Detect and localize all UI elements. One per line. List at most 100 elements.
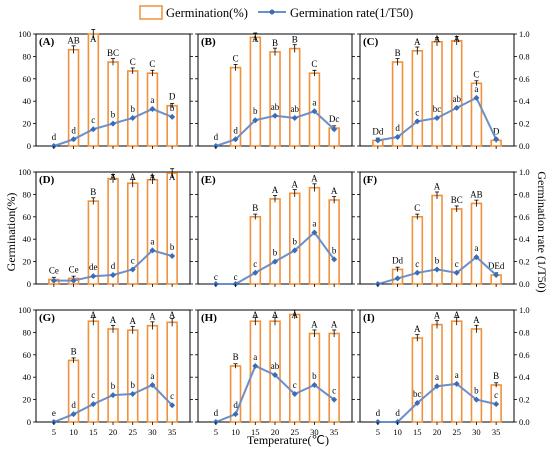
x-tick-label: 5 xyxy=(376,427,380,437)
x-tick-label: 30 xyxy=(148,427,157,437)
legend-line-marker xyxy=(269,9,275,15)
bar-significance-letter: B xyxy=(71,346,77,356)
y-left-tick-label: 40 xyxy=(23,234,32,244)
rate-point xyxy=(272,258,278,265)
rate-point xyxy=(149,106,156,113)
rate-significance-letter: b xyxy=(111,110,116,120)
rate-point xyxy=(50,277,57,284)
y-right-tick-label: 1.0 xyxy=(519,305,530,315)
bar-significance-letter: c xyxy=(214,272,218,282)
rate-significance-letter: d xyxy=(395,123,400,133)
y-left-tick-label: 80 xyxy=(23,189,32,199)
rate-significance-letter: ab xyxy=(290,104,299,114)
germination-bar xyxy=(249,320,262,423)
rate-point xyxy=(169,113,176,120)
rate-point xyxy=(149,247,156,254)
rate-significance-letter: d xyxy=(52,132,57,142)
rate-point xyxy=(453,380,460,387)
rate-point xyxy=(434,383,440,390)
rate-point xyxy=(453,104,460,111)
bar-significance-letter: c xyxy=(234,272,238,282)
y-right-tick-label: 0.4 xyxy=(519,96,530,106)
bar-significance-letter: Ce xyxy=(49,266,59,276)
x-tick-label: 5 xyxy=(214,427,218,437)
rate-point xyxy=(252,117,259,124)
x-tick-label: 25 xyxy=(128,427,137,437)
bar-significance-letter: B xyxy=(90,187,96,197)
bar-significance-letter: C xyxy=(473,69,479,79)
bar-significance-letter: A xyxy=(149,172,156,182)
rate-significance-letter: b xyxy=(474,386,479,396)
panel-g: (G) B A A A A Ae d c b b a c 0 20 40 60 80 100 5 10 15 20 25 30 3… xyxy=(18,305,193,437)
bar-significance-letter: A xyxy=(90,310,97,320)
rate-significance-letter: a xyxy=(150,236,154,246)
rate-point xyxy=(331,126,338,133)
rate-significance-letter: b xyxy=(273,248,278,258)
rate-significance-letter: c xyxy=(131,255,135,265)
panel-h: (H) B A A A A Ad d a ab c b c 5 10 15 20 25 30 35 xyxy=(195,309,355,437)
bar-significance-letter: Dc xyxy=(329,114,340,124)
rate-point xyxy=(169,253,176,259)
y-right-tick-label: 0.6 xyxy=(519,212,530,222)
rate-point xyxy=(110,272,116,279)
rate-significance-letter: a xyxy=(455,370,459,380)
panel-label: (B) xyxy=(201,36,216,48)
bar-significance-letter: B xyxy=(233,352,239,362)
rate-significance-letter: c xyxy=(293,380,297,390)
y-left-tick-label: 20 xyxy=(23,119,32,129)
y-left-tick-label: 60 xyxy=(23,74,32,84)
rate-point xyxy=(394,134,401,141)
bar-significance-letter: A xyxy=(149,312,156,322)
rate-point xyxy=(110,392,116,399)
rate-point xyxy=(149,382,156,389)
y-right-tick-label: 0.2 xyxy=(519,257,530,267)
rate-significance-letter: c xyxy=(253,259,257,269)
x-tick-label: 15 xyxy=(413,427,422,437)
x-tick-label: 30 xyxy=(310,427,319,437)
bar-significance-letter: A xyxy=(434,182,441,192)
panel-d: (D) Ce Ce B A A A Ade d c a b 0 20 40 60 80 100 xyxy=(18,167,193,289)
rate-point xyxy=(291,391,298,397)
panel-label: (E) xyxy=(201,174,216,186)
bar-significance-letter: Ce xyxy=(69,264,79,274)
rate-point xyxy=(493,136,500,143)
bar-significance-letter: A xyxy=(252,34,259,44)
rate-point xyxy=(311,108,318,115)
bar-significance-letter: A xyxy=(169,172,176,182)
rate-point xyxy=(473,254,480,261)
rate-point xyxy=(70,411,77,418)
panel-label: (G) xyxy=(39,312,55,324)
x-tick-label: 20 xyxy=(433,427,442,437)
rate-point xyxy=(70,277,77,284)
bar-significance-letter: A xyxy=(311,320,318,330)
bar-significance-letter: B xyxy=(493,371,499,381)
rate-significance-letter: b xyxy=(170,103,175,113)
x-tick-label: 10 xyxy=(231,427,240,437)
bar-significance-letter: BC xyxy=(451,195,463,205)
bar-significance-letter: Dd xyxy=(392,255,403,265)
y-left-tick-label: 100 xyxy=(18,29,31,39)
y-left-tick-label: 40 xyxy=(23,96,32,106)
rate-significance-letter: b xyxy=(332,245,337,255)
y-left-tick-label: 20 xyxy=(23,395,32,405)
rate-point xyxy=(272,112,278,119)
y-right-tick-label: 0.8 xyxy=(519,189,530,199)
y-right-axis-title: Germination rate (1/T50) xyxy=(535,171,549,292)
germination-bar xyxy=(107,328,119,423)
panel-label: (I) xyxy=(363,312,375,324)
y-right-tick-label: 0.0 xyxy=(519,279,530,289)
legend: Germination(%) Germination rate(1/T50) xyxy=(139,5,413,20)
germination-bar xyxy=(107,61,119,147)
rate-significance-letter: d xyxy=(71,125,76,135)
rate-significance-letter: c xyxy=(494,390,498,400)
bar-significance-letter: B xyxy=(395,48,401,58)
rate-point xyxy=(90,273,97,280)
rate-significance-letter: b xyxy=(435,255,440,265)
panel-f: (F) Dd C A BC AB DEd c b c a 0.0 0.2 0.4 0.6 0.8 1.0 xyxy=(357,167,530,289)
rate-point xyxy=(394,275,401,282)
rate-point xyxy=(414,269,421,276)
bar-significance-letter: B xyxy=(292,35,298,45)
x-tick-label: 25 xyxy=(290,427,299,437)
y-right-tick-label: 0.0 xyxy=(519,417,530,427)
rate-point xyxy=(493,401,500,408)
